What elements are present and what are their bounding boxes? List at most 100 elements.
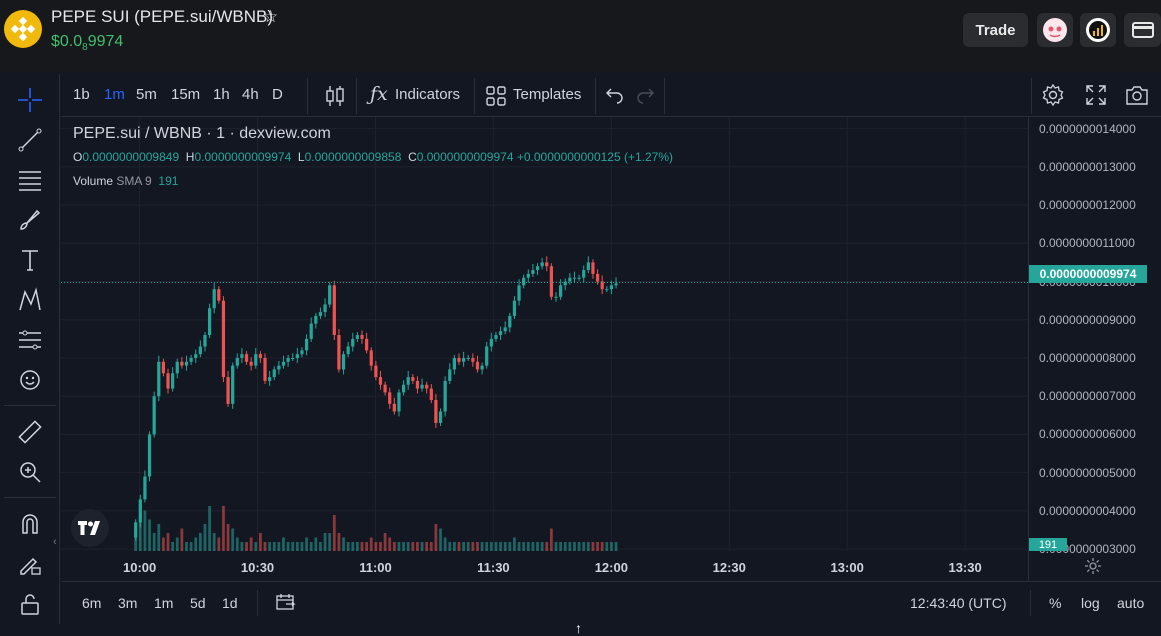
app-header: PEPE SUI (PEPE.sui/WBNB) ☆ $0.089974 Tra…	[0, 0, 1161, 72]
lock-all-tool[interactable]	[12, 588, 48, 620]
y-tick-label: 0.0000000004000	[1039, 503, 1136, 518]
candle-body	[429, 388, 433, 401]
trend-line-tool[interactable]	[12, 124, 48, 156]
volume-bar	[406, 542, 410, 551]
range-5d[interactable]: 5d	[190, 595, 206, 611]
timeframe-1m[interactable]: 1m	[104, 86, 125, 103]
indicators-button[interactable]: ƒx Indicators	[366, 74, 474, 116]
camera-icon[interactable]	[1125, 84, 1149, 106]
candle-body	[388, 392, 392, 404]
volume-bar	[462, 542, 466, 551]
settings-gear-icon[interactable]	[1042, 84, 1064, 106]
wallet-icon	[1131, 22, 1154, 38]
volume-bar	[203, 524, 207, 551]
y-tick-label: 0.0000000009000	[1039, 312, 1136, 327]
trade-button[interactable]: Trade	[963, 13, 1028, 47]
candle-body	[485, 346, 489, 366]
candle-body	[568, 277, 572, 282]
redo-icon[interactable]	[635, 86, 655, 104]
price-chart[interactable]	[61, 117, 1028, 581]
emoji-tool[interactable]	[12, 364, 48, 396]
candle-body	[577, 277, 581, 279]
collapse-toolbar-handle[interactable]: ‹	[53, 536, 57, 548]
wallet-button[interactable]	[1124, 13, 1161, 47]
candle-body	[554, 296, 558, 298]
price-axis[interactable]: 0.0000000014000 0.0000000013000 0.00000000…	[1029, 117, 1161, 556]
zoom-tool[interactable]	[12, 456, 48, 488]
candle-type-icon[interactable]	[325, 84, 345, 108]
undo-icon[interactable]	[605, 86, 625, 104]
timeframe-d[interactable]: D	[272, 86, 283, 103]
volume-bar	[166, 533, 170, 551]
volume-bar	[392, 542, 396, 551]
axis-settings-icon[interactable]	[1084, 557, 1102, 575]
range-3m[interactable]: 3m	[118, 595, 138, 611]
candle-body	[572, 277, 577, 279]
volume-bar	[282, 537, 285, 551]
log-scale-toggle[interactable]: log	[1081, 595, 1100, 611]
brush-tool[interactable]	[12, 204, 48, 236]
tradingview-logo[interactable]	[71, 509, 109, 547]
pepe-avatar-button[interactable]	[1037, 13, 1073, 47]
ruler-tool[interactable]	[12, 416, 48, 448]
auto-scale-toggle[interactable]: auto	[1117, 595, 1145, 611]
token-price: $0.089974	[51, 33, 124, 54]
volume-bar	[508, 542, 512, 551]
volume-bar	[342, 537, 345, 551]
timeframe-1h[interactable]: 1h	[213, 86, 230, 103]
candle-body	[281, 361, 286, 366]
volume-bar	[480, 542, 484, 551]
volume-bar	[272, 542, 276, 551]
timeframe-4h[interactable]: 4h	[242, 86, 259, 103]
dex-logo-button[interactable]	[1080, 13, 1116, 47]
goto-date-icon[interactable]	[276, 593, 296, 611]
volume-bar	[295, 542, 299, 551]
candle-body	[268, 377, 272, 381]
function-icon: ƒx	[370, 83, 388, 105]
templates-label: Templates	[513, 86, 582, 103]
text-tool[interactable]	[12, 244, 48, 276]
volume-bar	[319, 542, 322, 551]
timeframe-5m[interactable]: 5m	[136, 86, 157, 103]
bottom-separator	[61, 581, 1161, 582]
candle-body	[549, 266, 553, 297]
volume-bar	[314, 537, 318, 551]
range-1d[interactable]: 1d	[222, 595, 238, 611]
candle-body	[475, 361, 480, 370]
candle-body	[318, 312, 323, 316]
utc-clock[interactable]: 12:43:40 (UTC)	[910, 595, 1007, 611]
volume-bar	[586, 542, 590, 551]
pattern-tool[interactable]	[12, 284, 48, 316]
candle-body	[489, 338, 493, 347]
candle-body	[194, 354, 198, 358]
crosshair-tool[interactable]	[12, 84, 48, 116]
percent-scale-toggle[interactable]: %	[1049, 595, 1062, 611]
volume-bar	[471, 542, 475, 551]
timeframe-1b[interactable]: 1b	[73, 86, 90, 103]
magnet-tool[interactable]	[12, 508, 48, 540]
range-6m[interactable]: 6m	[82, 595, 102, 611]
candle-body	[522, 277, 526, 286]
volume-bar	[559, 542, 563, 551]
candle-body	[545, 262, 549, 267]
candle-body	[605, 289, 609, 291]
volume-bar	[323, 533, 327, 551]
smiley-icon	[20, 370, 40, 390]
prediction-tool[interactable]	[12, 324, 48, 356]
favorite-star-icon[interactable]: ☆	[263, 7, 279, 26]
fullscreen-icon[interactable]	[1085, 84, 1107, 106]
candle-body	[143, 476, 147, 500]
lock-drawing-tool[interactable]	[12, 548, 48, 580]
fib-tool[interactable]	[12, 164, 48, 196]
volume-bar	[425, 542, 429, 551]
y-tick-label: 0.0000000014000	[1039, 121, 1136, 136]
range-1m[interactable]: 1m	[154, 595, 174, 611]
candle-body	[462, 357, 466, 362]
templates-button[interactable]: Templates	[483, 74, 595, 116]
volume-bar	[226, 524, 230, 551]
price-axis-separator	[1028, 117, 1029, 581]
resize-handle-icon[interactable]: ↑	[575, 620, 582, 636]
volume-bar	[448, 542, 452, 551]
timeframe-15m[interactable]: 15m	[171, 86, 201, 103]
symbol-legend: PEPE.sui / WBNB · 1 · dexview.com	[73, 125, 331, 142]
